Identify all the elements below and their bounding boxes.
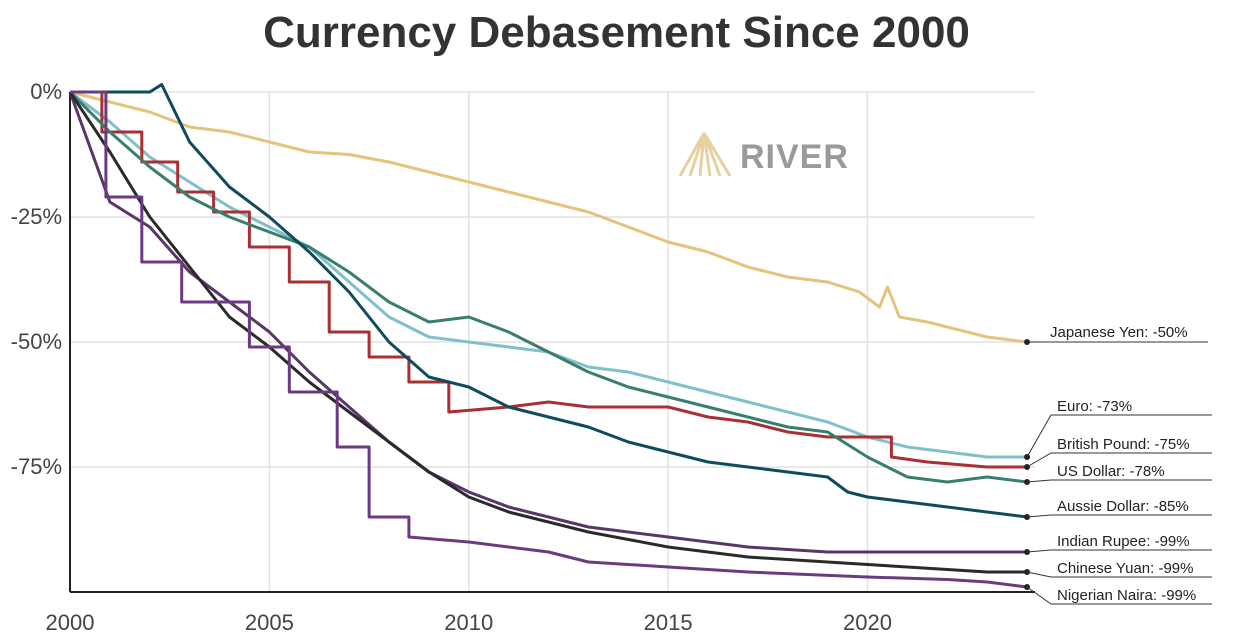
- chart-title: Currency Debasement Since 2000: [263, 8, 970, 57]
- x-tick-label: 2015: [644, 610, 693, 635]
- label-leader: [1026, 586, 1212, 605]
- brand-name: RIVER: [740, 138, 849, 176]
- label-leader: [1026, 571, 1212, 578]
- river-logo-icon: [678, 132, 732, 177]
- label-leader: [1026, 414, 1212, 458]
- series-end-label: Euro: -73%: [1057, 398, 1132, 415]
- label-leader: [1026, 514, 1212, 518]
- series-line-indian-rupee: [68, 91, 1027, 554]
- series-line-japanese-yen: [69, 90, 1028, 344]
- series-line-nigerian-naira: [70, 90, 1028, 589]
- y-tick-label: -50%: [11, 329, 62, 354]
- series-end-label: Indian Rupee: -99%: [1057, 533, 1190, 550]
- x-tick-label: 2005: [245, 610, 294, 635]
- series-end-label: Japanese Yen: -50%: [1050, 324, 1188, 341]
- series-line-chinese-yuan: [68, 91, 1027, 574]
- end-label-layer: Japanese Yen: -50% Euro: -73% British Poun…: [1024, 324, 1212, 605]
- y-tick-label: 0%: [30, 79, 62, 104]
- label-leader: [1026, 549, 1212, 553]
- series-end-label: US Dollar: -78%: [1057, 463, 1165, 480]
- series-end-label: Nigerian Naira: -99%: [1057, 587, 1196, 604]
- series-line-aussie-dollar: [70, 83, 1028, 519]
- series-end-label: British Pound: -75%: [1057, 436, 1190, 453]
- brand-watermark: RIVER: [678, 132, 849, 177]
- x-tick-label: 2010: [444, 610, 493, 635]
- label-leader: [1026, 479, 1212, 483]
- y-tick-label: -25%: [11, 204, 62, 229]
- series-line-british-pound: [70, 90, 1027, 469]
- label-leader: [1026, 452, 1212, 468]
- series-line-us-dollar: [68, 90, 1028, 484]
- series-layer: [68, 83, 1028, 589]
- series-end-label: Aussie Dollar: -85%: [1057, 498, 1189, 515]
- series-end-label: Chinese Yuan: -99%: [1057, 560, 1194, 577]
- y-tick-label: -75%: [11, 454, 62, 479]
- axis-layer: 0% -25% -50% -75% 2000 2005 2010 2015 2020: [11, 79, 1035, 635]
- x-tick-label: 2000: [46, 610, 95, 635]
- x-tick-label: 2020: [843, 610, 892, 635]
